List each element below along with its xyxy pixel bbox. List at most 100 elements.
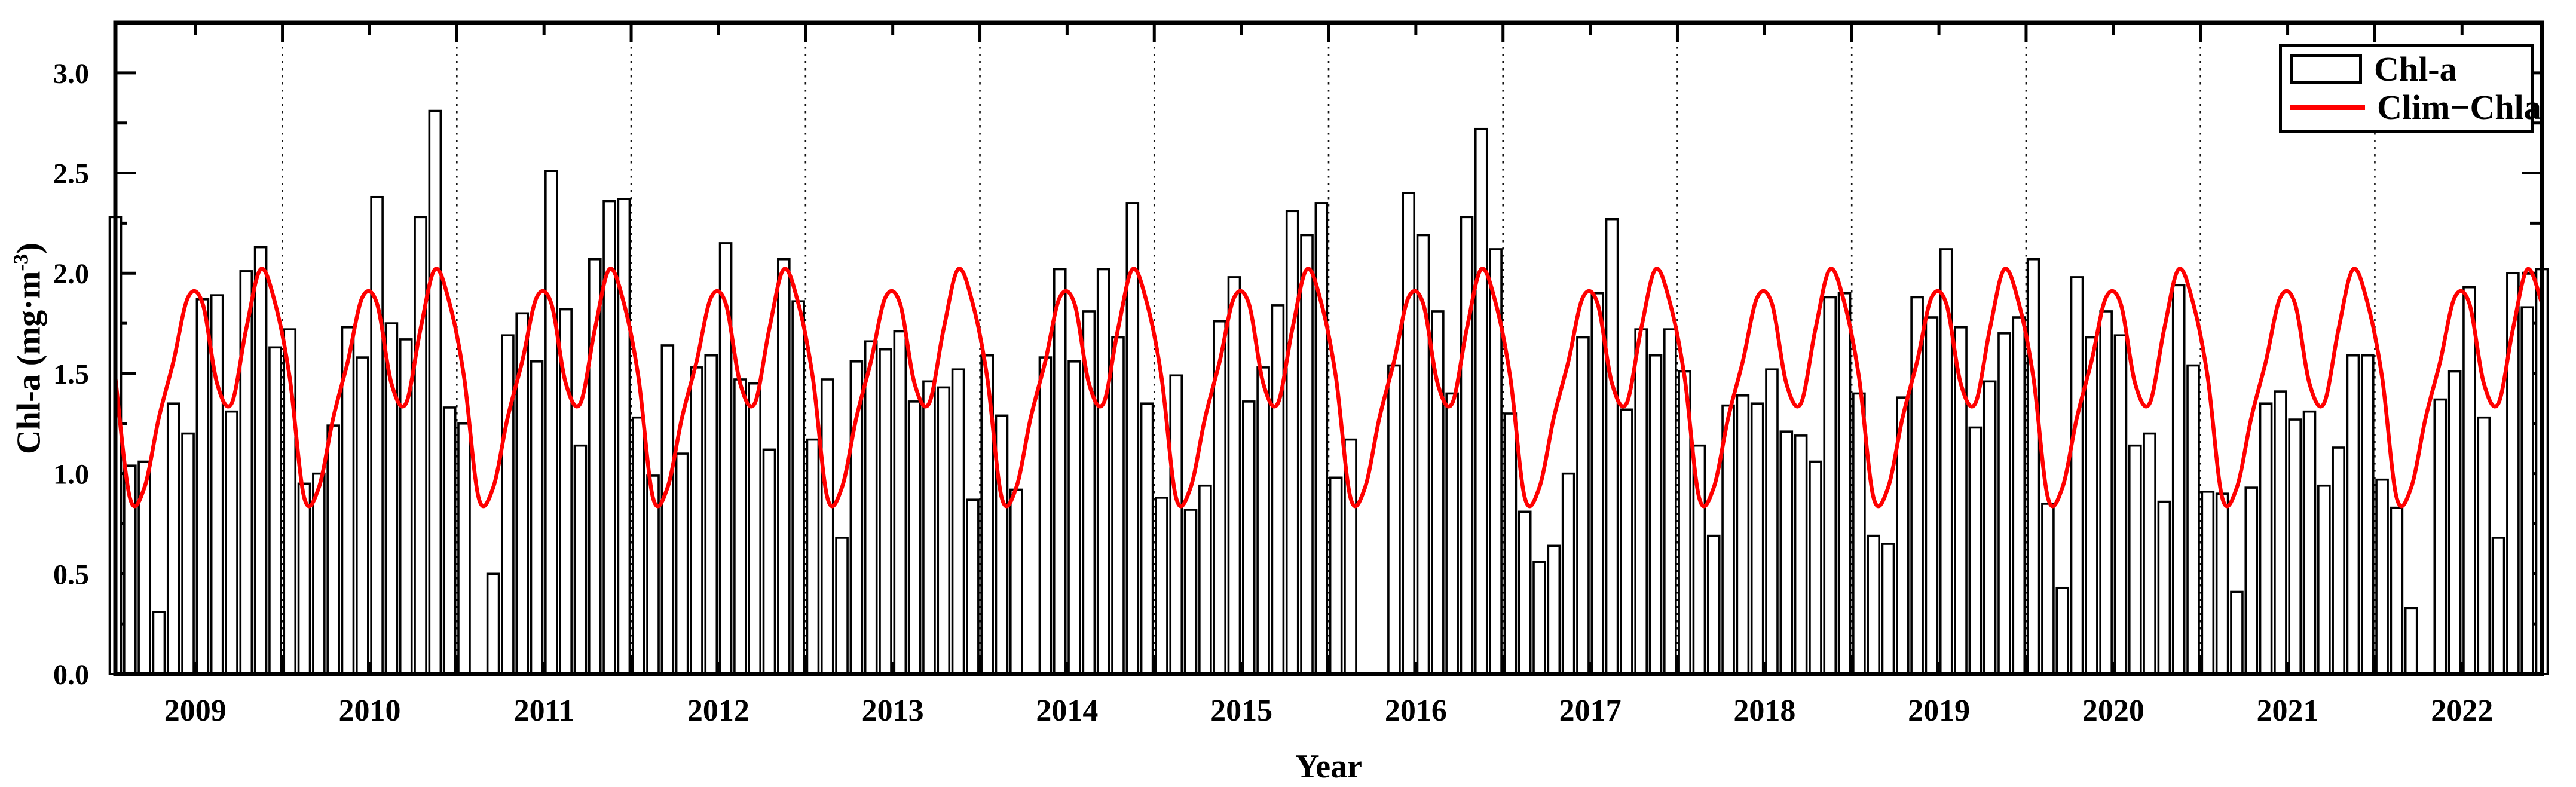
- chla-bar: [1983, 380, 1997, 675]
- year-tick-label: 2015: [1210, 694, 1272, 728]
- chla-bar: [1227, 276, 1241, 675]
- chla-bar: [1809, 460, 1822, 675]
- chla-bar: [2404, 607, 2418, 675]
- chla-bar: [1067, 360, 1081, 675]
- chla-bar: [1198, 484, 1212, 675]
- chla-bar: [1794, 434, 1808, 675]
- chla-bar: [2143, 432, 2156, 675]
- chla-bar: [864, 340, 878, 675]
- chla-bar: [2055, 586, 2070, 675]
- chla-bar: [1852, 392, 1866, 675]
- legend-label-chla: Chl-a: [2374, 50, 2457, 88]
- chla-bar: [879, 348, 892, 675]
- chla-bar: [1634, 328, 1648, 675]
- chla-bar: [1445, 392, 1459, 675]
- chla-bar: [1256, 366, 1270, 675]
- chla-bar: [2390, 506, 2404, 675]
- chla-bar: [1241, 400, 1256, 675]
- chla-bar: [675, 452, 689, 675]
- chla-bar: [326, 424, 340, 675]
- chla-bar: [530, 360, 544, 675]
- y-tick-label: 1.5: [53, 359, 89, 390]
- legend-item-clim-chla: Clim−Chla: [2290, 88, 2541, 127]
- chla-bar: [195, 298, 210, 675]
- chla-bar: [1620, 408, 1633, 675]
- chla-bar: [428, 109, 442, 675]
- chla-bar: [355, 356, 369, 675]
- chla-bar: [2317, 484, 2331, 675]
- chla-bar: [414, 216, 427, 675]
- chla-bar: [2085, 336, 2098, 675]
- chla-bar: [2259, 402, 2273, 675]
- chla-bar: [1474, 127, 1488, 675]
- y-axis-title: Chl-a (mg·m-3): [10, 243, 48, 454]
- chla-bar: [1329, 476, 1343, 675]
- chla-bar: [1736, 394, 1750, 675]
- chla-bar: [617, 198, 631, 675]
- chla-bar: [2244, 486, 2259, 675]
- y-tick-label: 3.0: [53, 58, 89, 90]
- chla-bar: [2171, 284, 2186, 675]
- year-tick-label: 2022: [2431, 694, 2493, 728]
- chla-bar: [1532, 561, 1546, 675]
- chla-bar: [2201, 490, 2215, 675]
- chla-bar: [2375, 478, 2389, 675]
- chla-bar: [1925, 316, 1939, 675]
- chla-bar: [660, 344, 675, 675]
- chla-bar: [631, 416, 645, 675]
- chla-bar: [690, 366, 703, 675]
- y-axis-title-superscript: -3: [9, 253, 33, 271]
- chla-bar: [835, 537, 849, 675]
- year-tick-label: 2018: [1733, 694, 1795, 728]
- chla-bar: [922, 380, 936, 675]
- chla-bar: [1183, 509, 1198, 675]
- chla-bar: [1663, 328, 1677, 675]
- chla-bar: [1402, 192, 1416, 675]
- plot-frame: [113, 20, 2544, 676]
- chla-bar: [2360, 354, 2375, 675]
- chla-bar: [1561, 472, 1575, 675]
- chla-bar: [1503, 412, 1518, 675]
- chla-bar: [951, 368, 965, 675]
- year-tick-label: 2012: [687, 694, 749, 728]
- chla-bar: [1169, 374, 1183, 675]
- chla-bar: [777, 258, 791, 675]
- chla-bar: [893, 330, 907, 675]
- chla-bar: [937, 386, 951, 675]
- chla-bar: [791, 300, 805, 675]
- chla-bar: [1823, 296, 1837, 675]
- year-tick-label: 2011: [514, 694, 574, 728]
- chla-bar: [2186, 364, 2200, 675]
- chla-bar: [1300, 234, 1314, 675]
- chla-bar: [2215, 492, 2229, 675]
- chla-bar: [1750, 402, 1764, 675]
- chla-bar: [2070, 276, 2084, 675]
- y-tick-label: 2.0: [53, 258, 89, 290]
- chla-bar: [2332, 446, 2345, 675]
- chla-bar: [181, 432, 195, 675]
- chla-bar: [225, 410, 238, 675]
- bar-swatch-icon: [2290, 54, 2362, 84]
- chla-bar: [2157, 500, 2171, 675]
- chla-bar: [166, 402, 180, 675]
- chla-bar: [2026, 258, 2040, 675]
- chla-bar: [312, 472, 326, 675]
- chla-bar: [820, 378, 834, 675]
- chla-bar: [253, 246, 268, 675]
- year-gridlines-layer: [282, 25, 2376, 672]
- chla-bar: [2520, 306, 2534, 675]
- chla-bar: [1285, 210, 1299, 675]
- chla-bar: [2113, 334, 2128, 675]
- y-axis-title-text: Chl-a (mg·m: [10, 271, 48, 454]
- y-tick-label: 0.0: [53, 659, 89, 691]
- chla-bar: [1867, 534, 1880, 675]
- chla-bar: [2491, 537, 2505, 675]
- chla-bar: [1140, 402, 1154, 675]
- chla-bar: [1590, 292, 1605, 675]
- chla-bar: [995, 414, 1009, 675]
- chla-bar: [1706, 534, 1721, 675]
- chla-bar: [1460, 216, 1474, 675]
- chla-bar: [2128, 444, 2142, 675]
- chla-bar: [573, 444, 588, 675]
